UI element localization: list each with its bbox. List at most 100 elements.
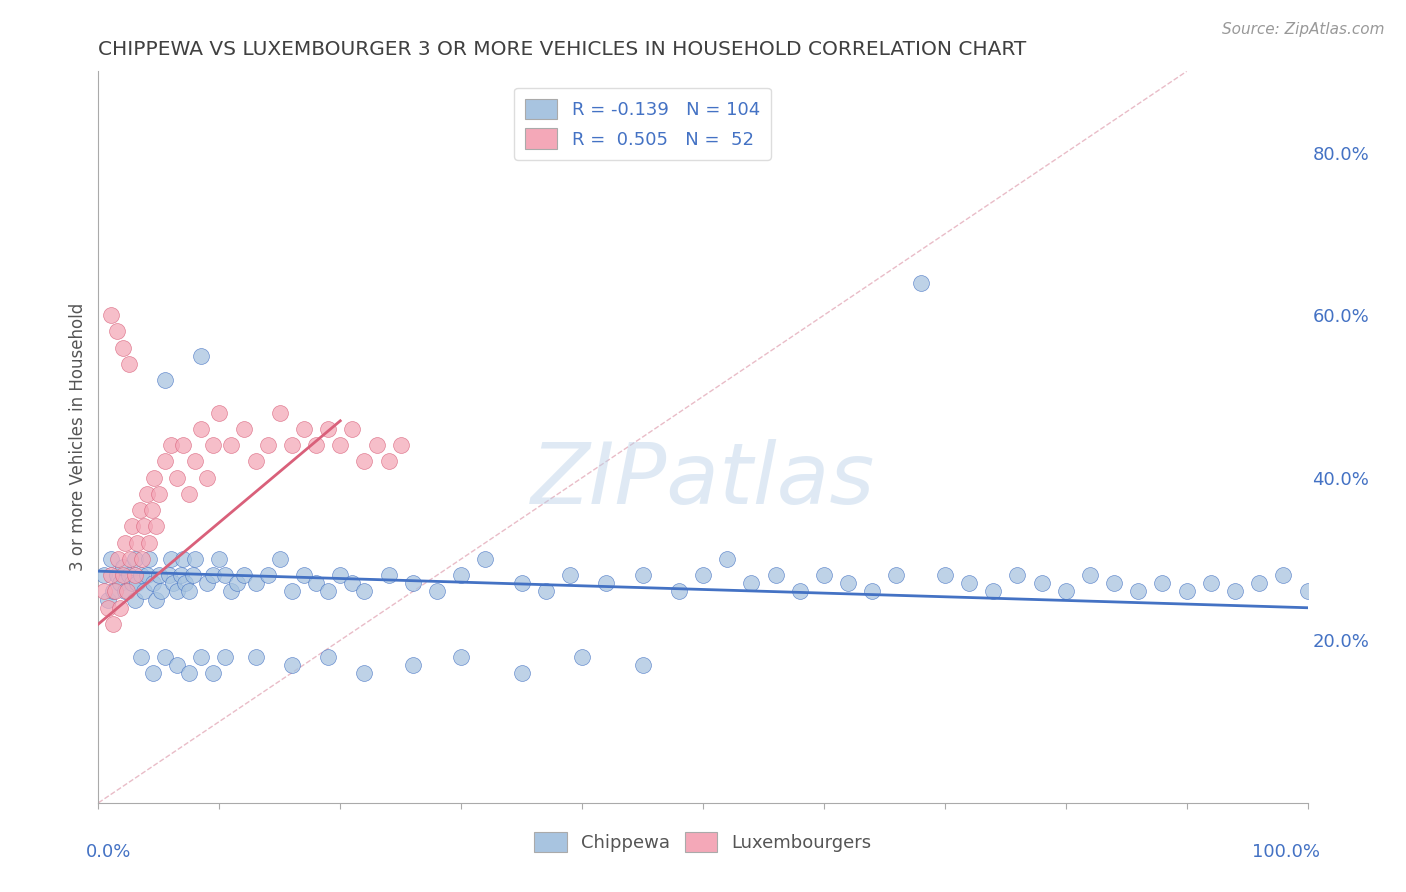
Point [128, 503, 150, 517]
Point [631, 568, 654, 582]
Point [105, 568, 128, 582]
Point [118, 552, 141, 566]
Point [148, 487, 170, 501]
Point [118, 568, 141, 582]
Point [101, 617, 124, 632]
Point [181, 568, 204, 582]
Text: 0.0%: 0.0% [86, 843, 132, 861]
Point [169, 568, 191, 582]
Point [179, 665, 201, 680]
Point [174, 576, 197, 591]
Point [195, 471, 218, 485]
Point [571, 649, 593, 664]
Point [813, 568, 835, 582]
Point [269, 552, 291, 566]
Point [153, 373, 176, 387]
Point [474, 552, 496, 566]
Point [329, 568, 352, 582]
Point [305, 438, 328, 452]
Point [118, 357, 141, 371]
Point [789, 584, 811, 599]
Point [111, 568, 134, 582]
Point [389, 438, 412, 452]
Point [202, 438, 225, 452]
Legend: Chippewa, Luxembourgers: Chippewa, Luxembourgers [527, 824, 879, 860]
Y-axis label: 3 or more Vehicles in Household: 3 or more Vehicles in Household [69, 303, 87, 571]
Point [134, 584, 156, 599]
Point [153, 454, 176, 468]
Point [886, 568, 908, 582]
Point [129, 649, 152, 664]
Point [426, 584, 449, 599]
Point [160, 552, 183, 566]
Point [281, 584, 304, 599]
Point [124, 592, 146, 607]
Point [221, 438, 243, 452]
Point [402, 576, 425, 591]
Point [93, 584, 115, 599]
Point [184, 552, 207, 566]
Point [245, 576, 267, 591]
Point [402, 657, 425, 672]
Text: 100.0%: 100.0% [1251, 843, 1320, 861]
Point [957, 576, 980, 591]
Point [281, 438, 304, 452]
Point [450, 649, 472, 664]
Point [558, 568, 581, 582]
Point [101, 584, 124, 599]
Point [860, 584, 883, 599]
Point [510, 665, 533, 680]
Point [281, 657, 304, 672]
Point [226, 576, 249, 591]
Point [104, 584, 127, 599]
Point [232, 422, 254, 436]
Point [114, 535, 136, 549]
Point [366, 438, 388, 452]
Point [129, 568, 152, 582]
Point [292, 568, 315, 582]
Point [157, 568, 180, 582]
Point [342, 422, 364, 436]
Point [153, 649, 176, 664]
Point [232, 568, 254, 582]
Point [208, 552, 231, 566]
Point [221, 584, 243, 599]
Point [160, 438, 183, 452]
Point [184, 454, 207, 468]
Point [121, 519, 143, 533]
Point [765, 568, 787, 582]
Point [127, 535, 149, 549]
Point [202, 568, 225, 582]
Point [716, 552, 738, 566]
Point [142, 665, 165, 680]
Point [1223, 584, 1246, 599]
Point [148, 568, 170, 582]
Point [292, 422, 315, 436]
Point [97, 600, 120, 615]
Point [143, 471, 166, 485]
Point [1031, 576, 1053, 591]
Point [1128, 584, 1150, 599]
Point [100, 552, 122, 566]
Point [114, 584, 136, 599]
Point [138, 552, 160, 566]
Point [631, 657, 654, 672]
Point [214, 568, 236, 582]
Point [111, 560, 134, 574]
Point [190, 649, 212, 664]
Point [135, 568, 157, 582]
Point [124, 552, 146, 566]
Point [377, 568, 399, 582]
Point [353, 584, 375, 599]
Point [135, 487, 157, 501]
Point [150, 584, 173, 599]
Point [107, 552, 129, 566]
Point [377, 454, 399, 468]
Point [837, 576, 859, 591]
Point [1249, 576, 1271, 591]
Point [692, 568, 714, 582]
Point [172, 552, 194, 566]
Point [134, 519, 156, 533]
Point [190, 422, 212, 436]
Point [131, 552, 153, 566]
